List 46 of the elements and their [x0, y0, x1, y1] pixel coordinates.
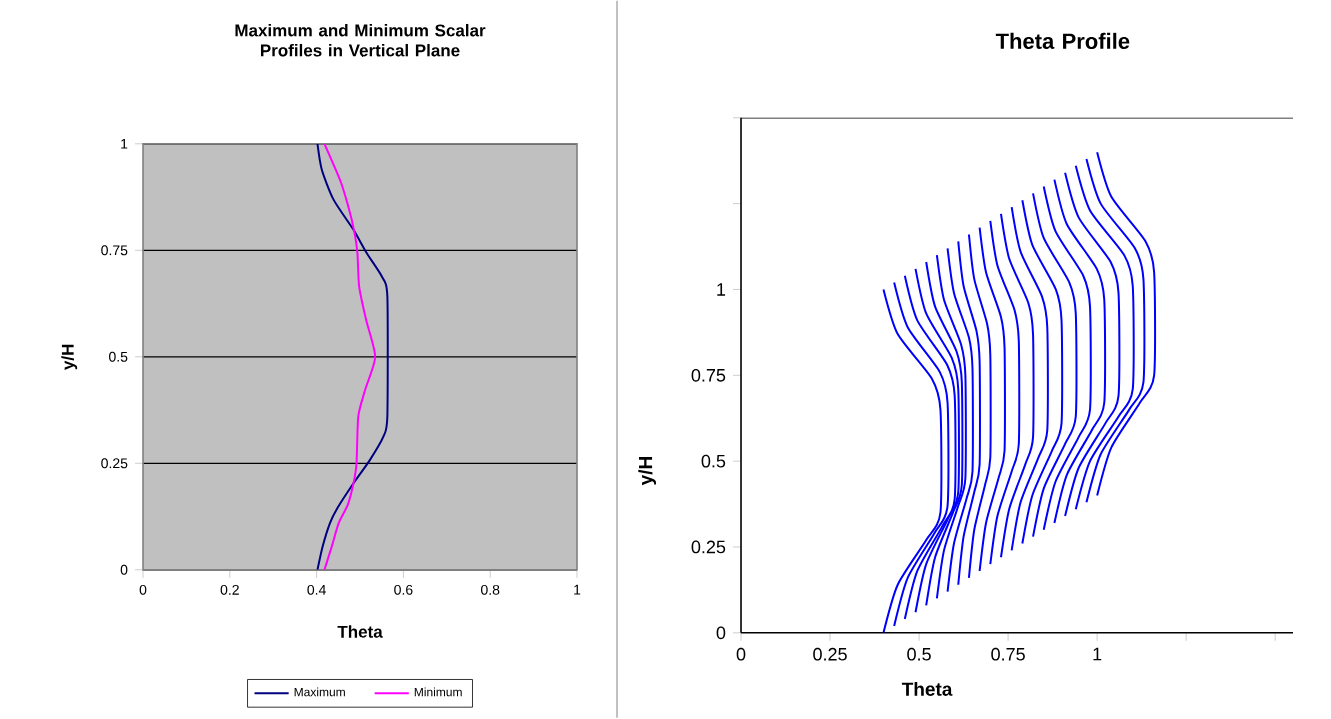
y-tick-label: 0.5 [701, 454, 726, 468]
y-tick-label: 0.75 [101, 245, 128, 256]
y-tick-label: 0.5 [109, 352, 128, 362]
line-series [946, 247, 974, 593]
x-tick-label: 0.6 [394, 585, 413, 595]
line-series [1074, 165, 1135, 511]
line-series [978, 226, 1006, 573]
line-series [967, 233, 992, 580]
y-tick-label: 0 [120, 565, 128, 575]
x-tick-label: 1 [1093, 648, 1102, 661]
y-tick-label: 1 [717, 283, 726, 296]
line-series [999, 213, 1035, 559]
line-series [323, 144, 377, 570]
line-series [1032, 192, 1078, 538]
x-axis-title: Theta [337, 625, 383, 638]
y-tick-label: 0.25 [691, 540, 726, 554]
x-tick-label: 1 [574, 585, 581, 595]
y-tick-label: 0.25 [101, 458, 128, 469]
x-tick-label: 0 [736, 648, 746, 661]
chart-title: Maximum and Minimum Scalar Profiles in Vertical Plane [235, 24, 486, 57]
line-series [1053, 178, 1107, 525]
x-tick-label: 0.75 [991, 648, 1025, 661]
y-tick-label: 0.75 [691, 369, 726, 382]
line-series [1010, 206, 1049, 552]
x-tick-label: 0.5 [907, 648, 931, 661]
x-tick-label: 0 [139, 585, 147, 595]
x-tick-label: 0.25 [813, 648, 847, 661]
line-series [957, 240, 981, 586]
line-series [1064, 171, 1121, 518]
line-series [1096, 151, 1157, 497]
x-tick-label: 0.4 [307, 585, 326, 595]
x-tick-label: 0.8 [481, 585, 500, 595]
line-series [1042, 185, 1092, 531]
legend-label: Maximum [294, 687, 345, 697]
y-axis-title: y/H [61, 344, 78, 371]
x-tick-label: 0.2 [220, 585, 239, 595]
legend-label: Minimum [414, 687, 462, 697]
y-tick-label: 0 [716, 626, 726, 640]
y-tick-label: 1 [121, 139, 128, 149]
line-series [989, 220, 1021, 566]
line-series [1021, 199, 1064, 545]
line-series [316, 144, 389, 570]
x-axis-title: Theta [901, 682, 953, 697]
line-series [1085, 158, 1146, 504]
chart-title: Theta Profile [995, 33, 1130, 50]
y-axis-title: y/H [638, 457, 657, 486]
